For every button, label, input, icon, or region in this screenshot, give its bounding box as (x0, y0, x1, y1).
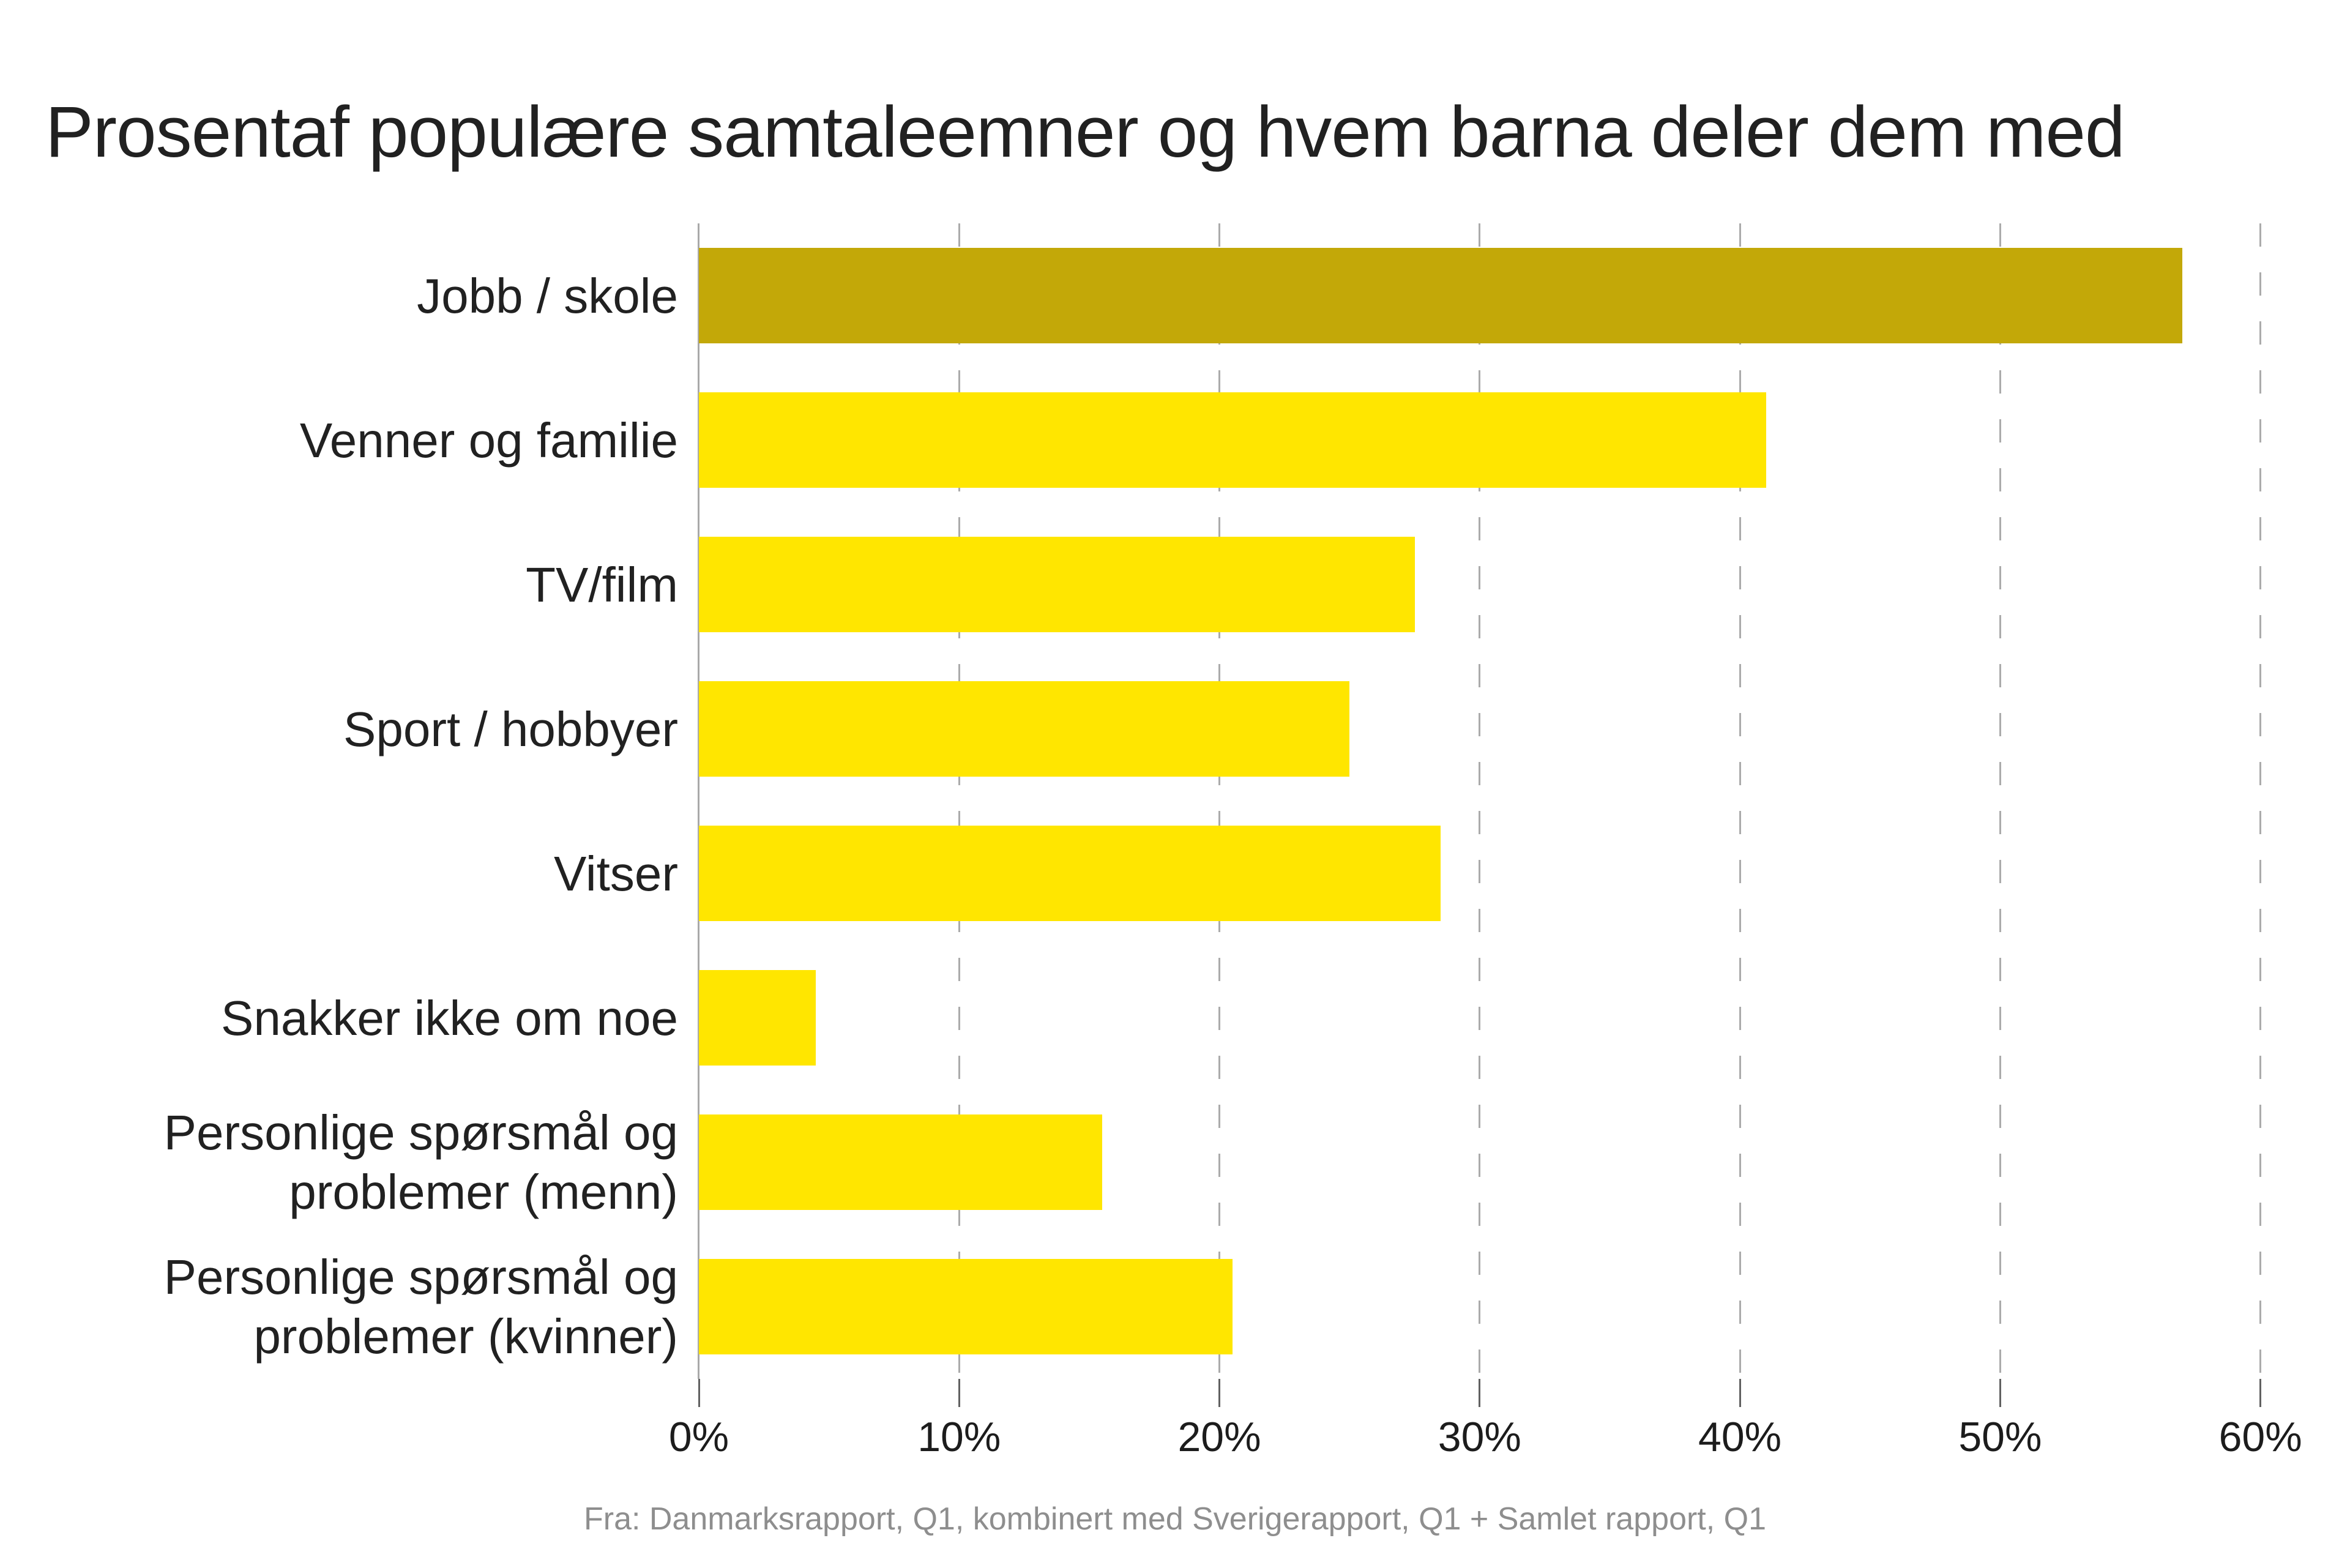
x-tick-label-10: 10% (917, 1414, 1001, 1460)
gridline-20 (1218, 223, 1221, 1379)
x-tick-50 (1999, 1379, 2001, 1407)
x-tick-20 (1218, 1379, 1221, 1407)
category-label-8: Personlige spørsmål og problemer (kvinner… (163, 1250, 678, 1364)
x-tick-label-50: 50% (1958, 1414, 2042, 1460)
x-tick-0 (698, 1379, 700, 1407)
chart-title: Prosentaf populære samtaleemner og hvem … (45, 92, 2125, 173)
source-note: Fra: Danmarksrapport, Q1, kombinert med … (583, 1501, 1767, 1537)
bar-5 (699, 826, 1441, 921)
category-label-7: Personlige spørsmål og problemer (menn) (163, 1105, 678, 1219)
x-tick-label-30: 30% (1438, 1414, 1521, 1460)
gridline-30 (1479, 223, 1481, 1379)
category-label-5: Vitser (553, 846, 678, 901)
x-tick-label-20: 20% (1177, 1414, 1261, 1460)
category-label-3: TV/film (526, 557, 678, 612)
bar-7 (699, 1114, 1103, 1210)
bar-4 (699, 681, 1350, 777)
x-tick-40 (1739, 1379, 1741, 1407)
category-label-2: Venner og familie (299, 413, 678, 468)
bar-1 (699, 248, 2183, 343)
x-tick-label-60: 60% (2218, 1414, 2302, 1460)
gridline-10 (958, 223, 960, 1379)
bar-6 (699, 970, 816, 1066)
plot-area (698, 223, 2326, 1379)
category-label-1: Jobb / skole (417, 268, 678, 323)
category-label-6: Snakker ikke om noe (220, 990, 678, 1045)
y-axis-line (698, 223, 699, 1379)
gridline-50 (1999, 223, 2001, 1379)
x-tick-10 (958, 1379, 960, 1407)
x-tick-60 (2259, 1379, 2262, 1407)
category-label-4: Sport / hobbyer (343, 701, 678, 756)
category-axis: Jobb / skole Venner og familie TV/film Spor… (0, 0, 678, 1568)
x-tick-30 (1479, 1379, 1481, 1407)
gridline-60 (2259, 223, 2262, 1379)
bar-3 (699, 537, 1415, 632)
bar-2 (699, 392, 1766, 488)
x-tick-label-40: 40% (1698, 1414, 1782, 1460)
gridline-40 (1739, 223, 1741, 1379)
bar-8 (699, 1259, 1233, 1354)
